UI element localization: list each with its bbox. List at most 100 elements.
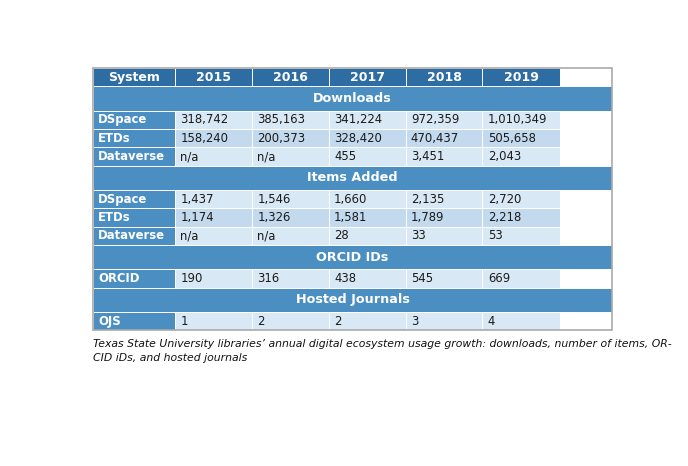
Bar xyxy=(175,312,252,330)
Text: 1,326: 1,326 xyxy=(257,211,290,224)
Bar xyxy=(252,312,329,330)
Bar xyxy=(482,269,560,288)
Bar xyxy=(252,69,329,86)
Bar xyxy=(252,129,329,147)
Bar xyxy=(329,111,405,129)
Text: OJS: OJS xyxy=(98,315,121,328)
Text: 2: 2 xyxy=(334,315,341,328)
Bar xyxy=(93,190,175,208)
Text: n/a: n/a xyxy=(180,150,199,163)
Text: 669: 669 xyxy=(488,272,510,285)
Text: 1,581: 1,581 xyxy=(334,211,367,224)
Text: 2,218: 2,218 xyxy=(488,211,521,224)
Bar xyxy=(252,269,329,288)
Text: 1,437: 1,437 xyxy=(180,193,214,206)
Text: 2: 2 xyxy=(257,315,265,328)
Text: n/a: n/a xyxy=(180,229,199,242)
Text: DSpace: DSpace xyxy=(98,113,147,126)
Text: 28: 28 xyxy=(334,229,349,242)
Bar xyxy=(93,166,612,190)
Bar xyxy=(482,208,560,227)
Bar xyxy=(482,227,560,245)
Bar xyxy=(405,111,482,129)
Text: ORCID IDs: ORCID IDs xyxy=(316,251,389,264)
Text: 1,660: 1,660 xyxy=(334,193,367,206)
Text: 2016: 2016 xyxy=(273,71,308,84)
Text: 53: 53 xyxy=(488,229,502,242)
Bar xyxy=(405,129,482,147)
Text: 505,658: 505,658 xyxy=(488,132,536,145)
Text: 3: 3 xyxy=(411,315,418,328)
Bar xyxy=(93,312,175,330)
Text: Downloads: Downloads xyxy=(313,92,392,105)
Text: Texas State University libraries’ annual digital ecosystem usage growth: downloa: Texas State University libraries’ annual… xyxy=(93,339,671,363)
Text: 2017: 2017 xyxy=(350,71,385,84)
Bar xyxy=(175,111,252,129)
Text: 4: 4 xyxy=(488,315,495,328)
Bar xyxy=(405,269,482,288)
Bar xyxy=(482,147,560,166)
Bar xyxy=(329,269,405,288)
Bar xyxy=(93,86,612,111)
Text: Dataverse: Dataverse xyxy=(98,229,165,242)
Bar xyxy=(405,208,482,227)
Bar xyxy=(329,208,405,227)
Bar xyxy=(405,227,482,245)
Bar xyxy=(329,312,405,330)
Text: 438: 438 xyxy=(334,272,356,285)
Bar xyxy=(329,227,405,245)
Text: 158,240: 158,240 xyxy=(180,132,228,145)
Text: 2,135: 2,135 xyxy=(411,193,444,206)
Bar xyxy=(93,208,175,227)
Bar xyxy=(93,269,175,288)
Text: 318,742: 318,742 xyxy=(180,113,228,126)
Bar xyxy=(482,312,560,330)
Bar xyxy=(175,69,252,86)
Text: 200,373: 200,373 xyxy=(257,132,305,145)
Bar xyxy=(482,69,560,86)
Text: 2019: 2019 xyxy=(504,71,539,84)
Bar xyxy=(252,111,329,129)
Bar xyxy=(482,190,560,208)
Text: ETDs: ETDs xyxy=(98,211,131,224)
Bar xyxy=(252,190,329,208)
Text: 972,359: 972,359 xyxy=(411,113,460,126)
Text: 545: 545 xyxy=(411,272,433,285)
Bar xyxy=(405,69,482,86)
Text: 1,546: 1,546 xyxy=(257,193,290,206)
Bar xyxy=(252,147,329,166)
Text: 1,789: 1,789 xyxy=(411,211,444,224)
Text: 470,437: 470,437 xyxy=(411,132,459,145)
Text: 1: 1 xyxy=(180,315,188,328)
Bar xyxy=(175,208,252,227)
Text: Items Added: Items Added xyxy=(308,171,398,185)
Text: 33: 33 xyxy=(411,229,426,242)
Bar xyxy=(405,312,482,330)
Text: Dataverse: Dataverse xyxy=(98,150,165,163)
Bar xyxy=(93,227,175,245)
Bar xyxy=(175,190,252,208)
Text: DSpace: DSpace xyxy=(98,193,147,206)
Text: 190: 190 xyxy=(180,272,203,285)
Text: 328,420: 328,420 xyxy=(334,132,382,145)
Text: 2015: 2015 xyxy=(196,71,231,84)
Text: 2,043: 2,043 xyxy=(488,150,521,163)
Text: 385,163: 385,163 xyxy=(257,113,305,126)
Bar xyxy=(93,245,612,269)
Text: Hosted Journals: Hosted Journals xyxy=(296,294,409,307)
Text: 455: 455 xyxy=(334,150,356,163)
Bar xyxy=(329,129,405,147)
Bar xyxy=(93,69,175,86)
Text: n/a: n/a xyxy=(257,229,276,242)
Bar xyxy=(329,190,405,208)
Text: 1,174: 1,174 xyxy=(180,211,214,224)
Bar xyxy=(175,227,252,245)
Text: 2,720: 2,720 xyxy=(488,193,521,206)
Text: System: System xyxy=(108,71,160,84)
Bar xyxy=(252,227,329,245)
Bar xyxy=(482,129,560,147)
Bar xyxy=(93,129,175,147)
Bar xyxy=(93,69,612,330)
Bar xyxy=(482,111,560,129)
Bar xyxy=(405,147,482,166)
